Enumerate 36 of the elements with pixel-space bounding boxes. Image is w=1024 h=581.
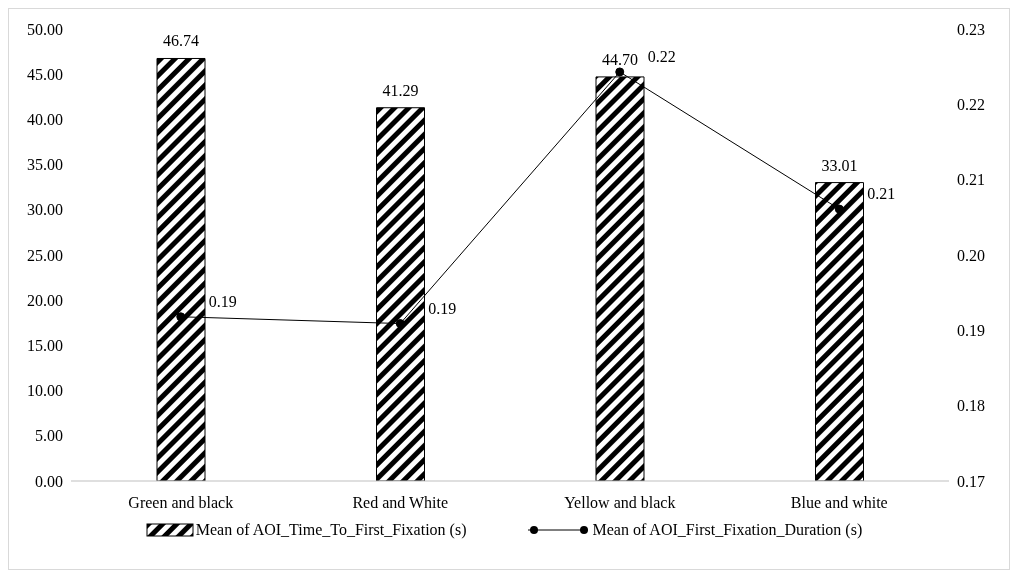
y-tick-label: 15.00 bbox=[27, 337, 63, 355]
x-tick-label: Yellow and black bbox=[564, 494, 676, 512]
y-tick-label: 10.00 bbox=[27, 382, 63, 400]
y-tick-label: 45.00 bbox=[27, 65, 63, 83]
point bbox=[615, 67, 625, 77]
data-label: 41.29 bbox=[382, 81, 419, 99]
y-tick-label: 50.00 bbox=[27, 20, 63, 38]
point bbox=[176, 312, 186, 322]
data-label: 0.19 bbox=[208, 292, 237, 310]
x-tick-label: Green and black bbox=[128, 494, 234, 512]
y-tick-label: 25.00 bbox=[27, 246, 63, 264]
y2-tick-label: 0.19 bbox=[957, 322, 985, 340]
data-label: 44.70 bbox=[602, 50, 638, 68]
y2-tick-label: 0.23 bbox=[957, 20, 985, 38]
data-label: 46.74 bbox=[163, 32, 199, 50]
y-tick-label: 30.00 bbox=[27, 201, 63, 219]
x-tick-label: Blue and white bbox=[790, 494, 888, 512]
y2-tick-label: 0.21 bbox=[957, 171, 985, 189]
y-tick-label: 20.00 bbox=[27, 291, 63, 309]
legend-label: Mean of AOI_First_Fixation_Duration (s) bbox=[591, 521, 863, 539]
y-tick-label: 5.00 bbox=[35, 427, 63, 445]
y-tick-label: 40.00 bbox=[27, 111, 63, 129]
y-tick-label: 0.00 bbox=[35, 472, 63, 490]
legend-label: Mean of AOI_Time_To_First_Fixation (s) bbox=[194, 521, 467, 539]
data-label: 0.22 bbox=[647, 47, 676, 65]
y2-tick-label: 0.20 bbox=[957, 246, 985, 264]
point bbox=[395, 319, 405, 329]
data-label: 0.21 bbox=[867, 185, 896, 203]
data-label: 0.19 bbox=[428, 299, 457, 317]
y2-tick-label: 0.22 bbox=[957, 96, 985, 114]
data-label: 33.01 bbox=[821, 156, 858, 174]
point bbox=[834, 204, 844, 214]
x-tick-label: Red and White bbox=[352, 494, 449, 512]
y2-tick-label: 0.18 bbox=[957, 397, 985, 415]
y-tick-label: 35.00 bbox=[27, 156, 63, 174]
y2-tick-label: 0.17 bbox=[957, 472, 985, 490]
